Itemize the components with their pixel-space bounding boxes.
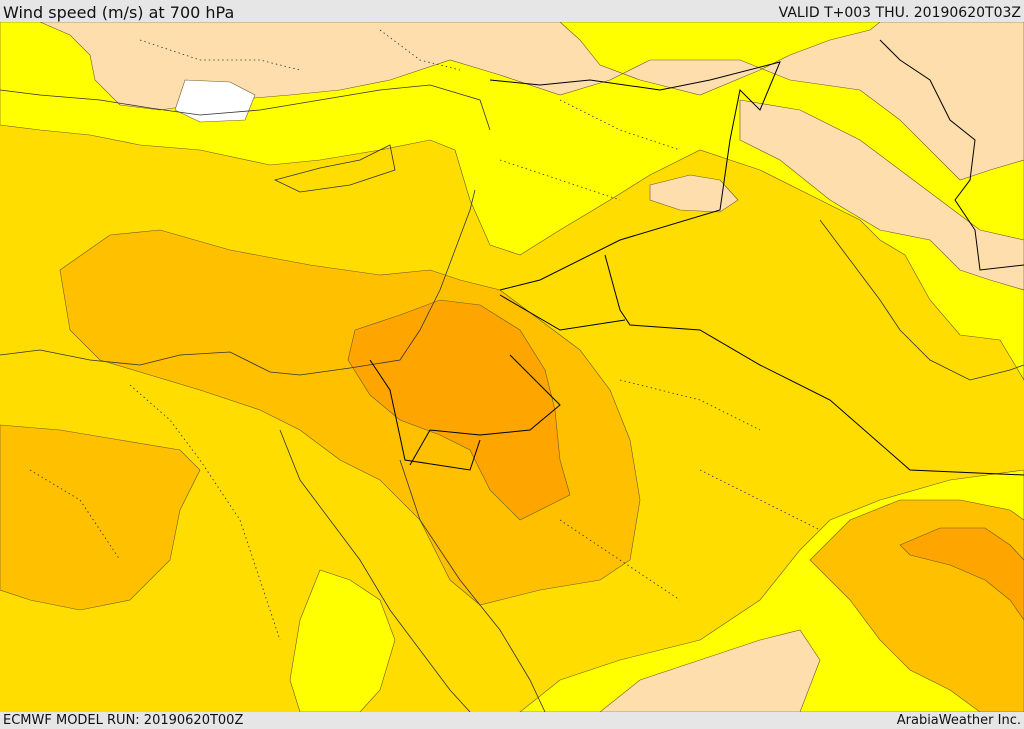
band-0-5-northeast [739,99,1024,291]
map-title: Wind speed (m/s) at 700 hPa [3,3,235,22]
band-20-25-southeast [899,527,1024,621]
header-bar: Wind speed (m/s) at 700 hPa VALID T+003 … [0,0,1024,22]
border-iraq-saudi [604,254,1024,476]
band-5-10-redsea [289,569,396,712]
model-run: ECMWF MODEL RUN: 20190620T00Z [3,713,244,728]
admin-boundaries [29,29,821,641]
border-east-iran [879,39,1024,271]
border-syria-iraq [489,61,781,291]
band-0-5-syria [649,174,739,213]
coastline-gulf [819,219,1024,381]
footer-bar: ECMWF MODEL RUN: 20190620T00Z ArabiaWeat… [0,712,1024,729]
missing-data-area [174,79,256,123]
band-0-5-south [599,629,821,712]
coastline-mediterranean [0,189,476,376]
valid-time: VALID T+003 THU. 20190620T03Z [778,5,1021,21]
band-15-20-libya [0,424,201,611]
credit: ArabiaWeather Inc. [896,713,1021,728]
map-panel [0,22,1024,712]
border-egypt-israel [369,359,481,471]
coastline-cyprus [273,144,396,193]
border-jordan [409,294,626,466]
coastline-redsea [279,429,471,712]
wind-speed-map [0,22,1024,712]
coastline-turkey [0,84,491,131]
coastline-aqaba [399,459,546,712]
